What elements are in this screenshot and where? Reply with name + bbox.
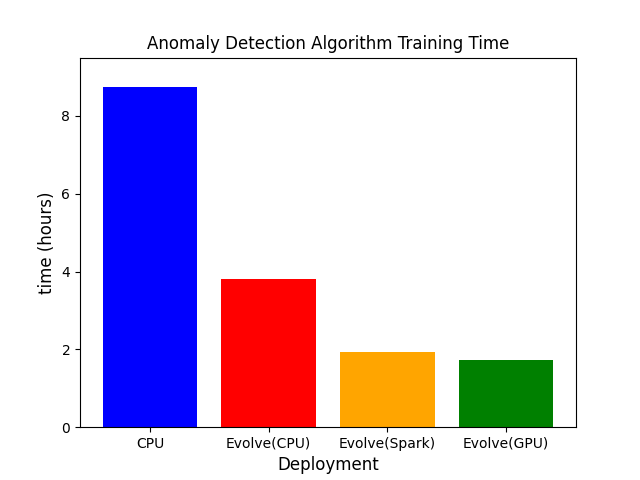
- Y-axis label: time (hours): time (hours): [38, 191, 56, 294]
- Bar: [340, 352, 435, 427]
- Bar: [458, 360, 554, 427]
- Bar: [102, 87, 198, 427]
- Bar: [221, 279, 316, 427]
- X-axis label: Deployment: Deployment: [277, 456, 379, 474]
- Title: Anomaly Detection Algorithm Training Time: Anomaly Detection Algorithm Training Tim…: [147, 35, 509, 53]
